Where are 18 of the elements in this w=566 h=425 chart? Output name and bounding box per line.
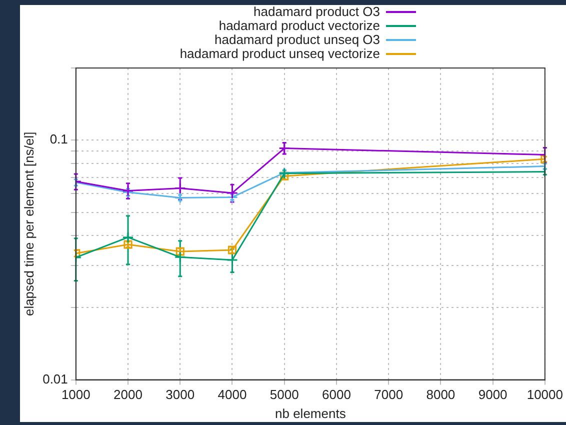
x-axis-title: nb elements [275, 406, 346, 421]
y-tick-label: 0.1 [50, 132, 68, 147]
x-tick-label: 4000 [218, 387, 247, 402]
y-axis-title: elapsed time per element [ns/el] [21, 132, 36, 316]
legend-label: hadamard product unseq vectorize [180, 46, 380, 61]
x-tick-label: 8000 [426, 387, 456, 402]
y-tick-label: 0.01 [42, 371, 68, 386]
legend-label: hadamard product O3 [254, 4, 380, 19]
x-tick-label: 2000 [114, 387, 142, 402]
x-tick-label: 3000 [166, 387, 195, 402]
legend-label: hadamard product vectorize [218, 18, 380, 33]
x-tick-label: 7000 [374, 387, 404, 402]
legend-label: hadamard product unseq O3 [214, 32, 380, 47]
x-tick-label: 6000 [322, 387, 351, 402]
x-tick-label: 5000 [270, 387, 299, 402]
x-tick-label: 1000 [61, 387, 90, 402]
x-tick-label: 10000 [526, 387, 564, 402]
x-tick-label: 9000 [478, 387, 508, 402]
